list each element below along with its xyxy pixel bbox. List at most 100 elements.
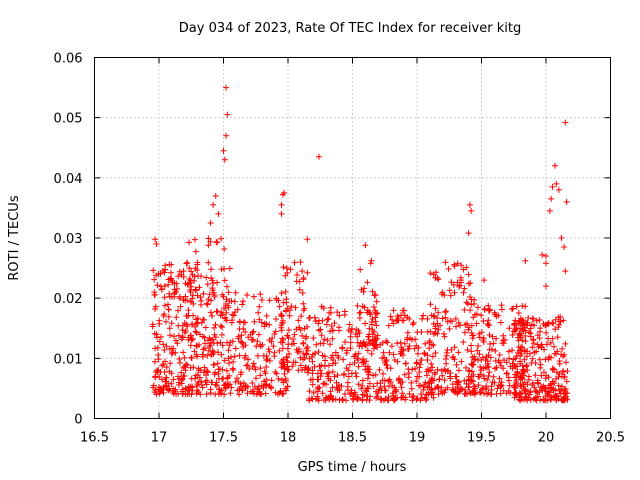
data-point	[223, 84, 230, 91]
data-point	[174, 285, 181, 292]
data-point	[165, 281, 172, 288]
data-point	[481, 305, 488, 312]
data-point	[314, 386, 321, 393]
data-point	[224, 283, 231, 290]
data-point	[381, 387, 388, 394]
data-point	[276, 303, 283, 310]
data-point	[529, 344, 536, 351]
data-point	[516, 330, 523, 337]
data-point	[178, 271, 185, 278]
data-point	[435, 276, 442, 283]
data-point	[409, 321, 416, 328]
data-point	[297, 362, 304, 369]
data-point	[520, 328, 527, 335]
data-point	[540, 369, 547, 376]
data-point	[524, 367, 531, 374]
data-point	[256, 303, 263, 310]
data-point	[545, 335, 552, 342]
data-point	[298, 313, 305, 320]
data-point	[430, 342, 437, 349]
data-point	[166, 290, 173, 297]
data-point	[223, 132, 230, 139]
data-point	[184, 259, 191, 266]
data-point	[416, 373, 423, 380]
data-point	[465, 230, 472, 237]
data-point	[324, 316, 331, 323]
data-point	[183, 260, 190, 267]
data-point	[278, 201, 285, 208]
data-point	[320, 380, 327, 387]
data-point	[533, 317, 540, 324]
x-tick-label: 18	[280, 431, 297, 446]
data-point	[453, 373, 460, 380]
data-point	[189, 295, 196, 302]
data-point	[218, 351, 225, 358]
data-point	[464, 347, 471, 354]
data-point	[229, 365, 236, 372]
data-point	[292, 304, 299, 311]
data-point	[522, 333, 529, 340]
data-point	[408, 379, 415, 386]
data-point	[238, 339, 245, 346]
data-point	[445, 265, 452, 272]
data-point	[153, 272, 160, 279]
data-point	[455, 367, 462, 374]
data-point	[168, 275, 175, 282]
data-point	[511, 382, 518, 389]
data-point	[446, 287, 453, 294]
data-point	[227, 339, 234, 346]
data-point	[154, 367, 161, 374]
data-point	[451, 356, 458, 363]
data-point	[284, 305, 291, 312]
data-point	[311, 314, 318, 321]
data-point	[194, 292, 201, 299]
data-point	[234, 375, 241, 382]
data-point	[236, 325, 243, 332]
data-point	[160, 312, 167, 319]
data-point	[443, 349, 450, 356]
data-point	[164, 386, 171, 393]
data-point	[280, 337, 287, 344]
data-point	[472, 355, 479, 362]
data-point	[388, 343, 395, 350]
data-point	[381, 377, 388, 384]
data-point	[341, 311, 348, 318]
data-point	[521, 356, 528, 363]
data-point	[223, 296, 230, 303]
data-point	[158, 286, 165, 293]
data-point	[161, 347, 168, 354]
data-point	[153, 241, 160, 248]
data-point	[309, 381, 316, 388]
data-point	[509, 347, 516, 354]
data-point	[194, 261, 201, 268]
data-point	[470, 383, 477, 390]
data-point	[427, 378, 434, 385]
data-point	[271, 353, 278, 360]
data-point	[422, 340, 429, 347]
data-point	[454, 383, 461, 390]
data-point	[340, 356, 347, 363]
data-point	[559, 397, 566, 404]
data-point	[199, 384, 206, 391]
chart-title: Day 034 of 2023, Rate Of TEC Index for r…	[179, 21, 521, 36]
data-point	[373, 395, 380, 402]
data-point	[536, 316, 543, 323]
data-point	[167, 360, 174, 367]
data-point	[476, 334, 483, 341]
data-point	[332, 349, 339, 356]
data-point	[472, 311, 479, 318]
data-point	[421, 349, 428, 356]
data-point	[205, 337, 212, 344]
data-point	[455, 319, 462, 326]
data-point	[226, 265, 233, 272]
data-point	[363, 342, 370, 349]
data-point	[488, 383, 495, 390]
data-point	[512, 390, 519, 397]
data-point	[560, 367, 567, 374]
data-point	[324, 370, 331, 377]
data-point	[413, 396, 420, 403]
data-point	[184, 361, 191, 368]
data-point	[414, 350, 421, 357]
data-point	[347, 339, 354, 346]
data-point	[291, 340, 298, 347]
